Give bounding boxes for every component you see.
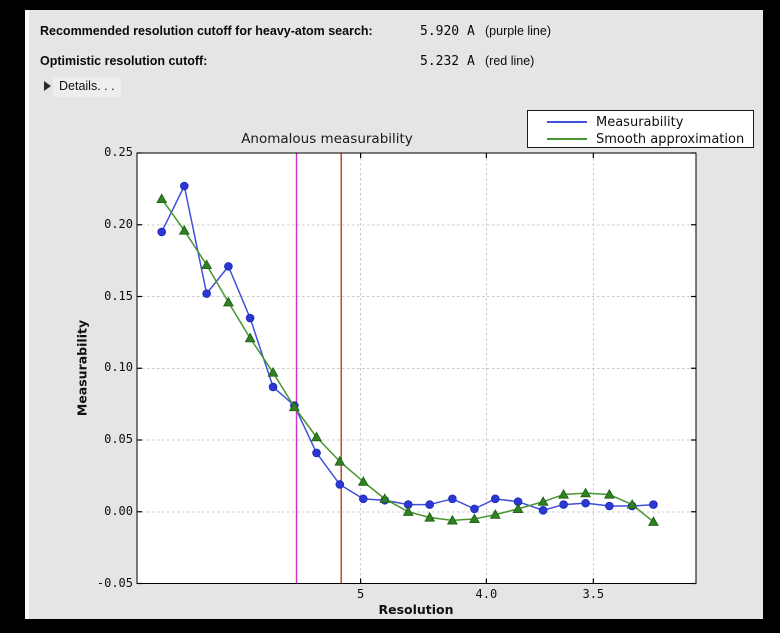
y-tick-label: 0.20 xyxy=(104,216,133,231)
legend-label-smooth-approximation: Smooth approximation xyxy=(596,131,745,147)
chart-legend: Measurability Smooth approximation xyxy=(527,110,754,148)
disclosure-triangle-icon[interactable] xyxy=(44,81,51,91)
details-disclosure-button[interactable]: Details. . . xyxy=(59,79,115,93)
chart-title: Anomalous measurability xyxy=(241,131,413,147)
measurability-line-sample xyxy=(547,121,587,123)
recommended-cutoff-note: (purple line) xyxy=(485,24,552,38)
optimistic-cutoff-label: Optimistic resolution cutoff: xyxy=(40,54,208,68)
y-tick-label: 0.15 xyxy=(104,288,133,303)
panel-edge-highlight xyxy=(25,10,29,619)
legend-entry-smooth-approximation: Smooth approximation xyxy=(528,130,744,148)
y-tick-label: 0.05 xyxy=(104,432,133,446)
optimistic-cutoff-value: 5.232 A xyxy=(420,54,475,69)
y-tick-label: 0.00 xyxy=(104,503,133,518)
recommended-cutoff-value: 5.920 A xyxy=(420,24,475,39)
x-axis-label: Resolution xyxy=(378,602,454,617)
x-tick-label: 4.0 xyxy=(475,587,498,601)
y-tick-label: -0.05 xyxy=(96,575,133,590)
y-tick-label: 0.25 xyxy=(104,145,133,159)
recommended-cutoff-label: Recommended resolution cutoff for heavy-… xyxy=(40,24,373,38)
x-tick-label: 5 xyxy=(356,587,365,601)
details-disclosure-background xyxy=(53,77,121,97)
legend-entry-measurability: Measurability xyxy=(528,113,683,131)
y-tick-label: 0.10 xyxy=(104,360,133,375)
x-tick-label: 3.5 xyxy=(582,587,605,601)
optimistic-cutoff-note: (red line) xyxy=(485,54,535,68)
y-axis-label: Measurability xyxy=(74,319,90,417)
smooth-approximation-line-sample xyxy=(547,138,587,140)
legend-label-measurability: Measurability xyxy=(596,114,684,130)
